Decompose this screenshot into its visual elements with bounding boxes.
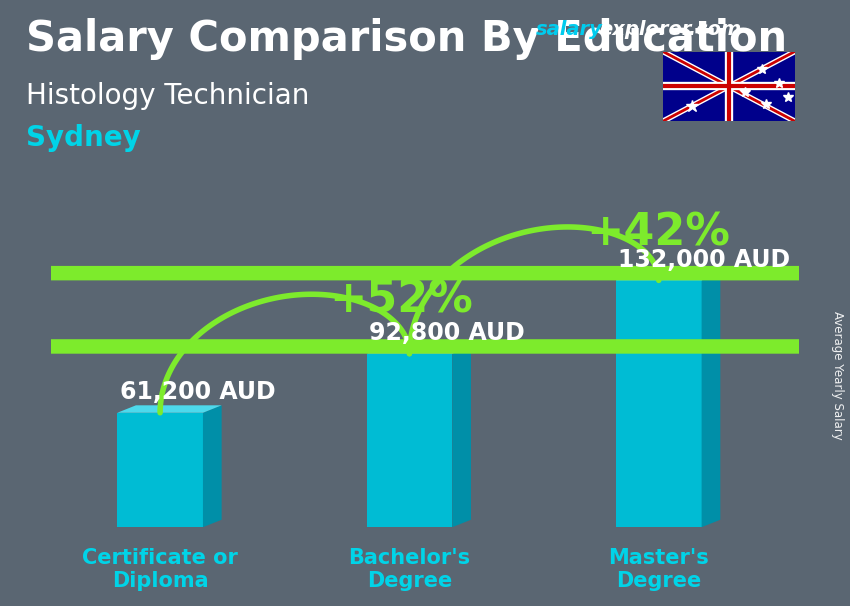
Polygon shape: [616, 273, 720, 281]
Text: 61,200 AUD: 61,200 AUD: [120, 380, 275, 404]
Polygon shape: [616, 281, 701, 527]
Text: +52%: +52%: [329, 279, 473, 322]
Text: 132,000 AUD: 132,000 AUD: [618, 248, 790, 271]
Text: Certificate or
Diploma: Certificate or Diploma: [82, 547, 238, 591]
Text: Bachelor's
Degree: Bachelor's Degree: [348, 547, 471, 591]
Text: Salary Comparison By Education: Salary Comparison By Education: [26, 18, 786, 60]
Polygon shape: [117, 405, 222, 413]
Polygon shape: [366, 346, 471, 354]
Text: explorer.com: explorer.com: [599, 20, 741, 39]
Bar: [728, 52, 795, 121]
Text: salary: salary: [536, 20, 603, 39]
Text: Sydney: Sydney: [26, 124, 140, 152]
Text: Master's
Degree: Master's Degree: [609, 547, 709, 591]
Polygon shape: [203, 405, 222, 527]
Text: +42%: +42%: [586, 211, 730, 255]
Text: 92,800 AUD: 92,800 AUD: [369, 321, 524, 345]
Text: Average Yearly Salary: Average Yearly Salary: [830, 311, 844, 440]
Polygon shape: [0, 339, 850, 354]
Text: Histology Technician: Histology Technician: [26, 82, 309, 110]
Polygon shape: [0, 266, 850, 281]
Polygon shape: [366, 354, 452, 527]
Polygon shape: [452, 346, 471, 527]
Polygon shape: [701, 273, 720, 527]
Polygon shape: [117, 413, 203, 527]
